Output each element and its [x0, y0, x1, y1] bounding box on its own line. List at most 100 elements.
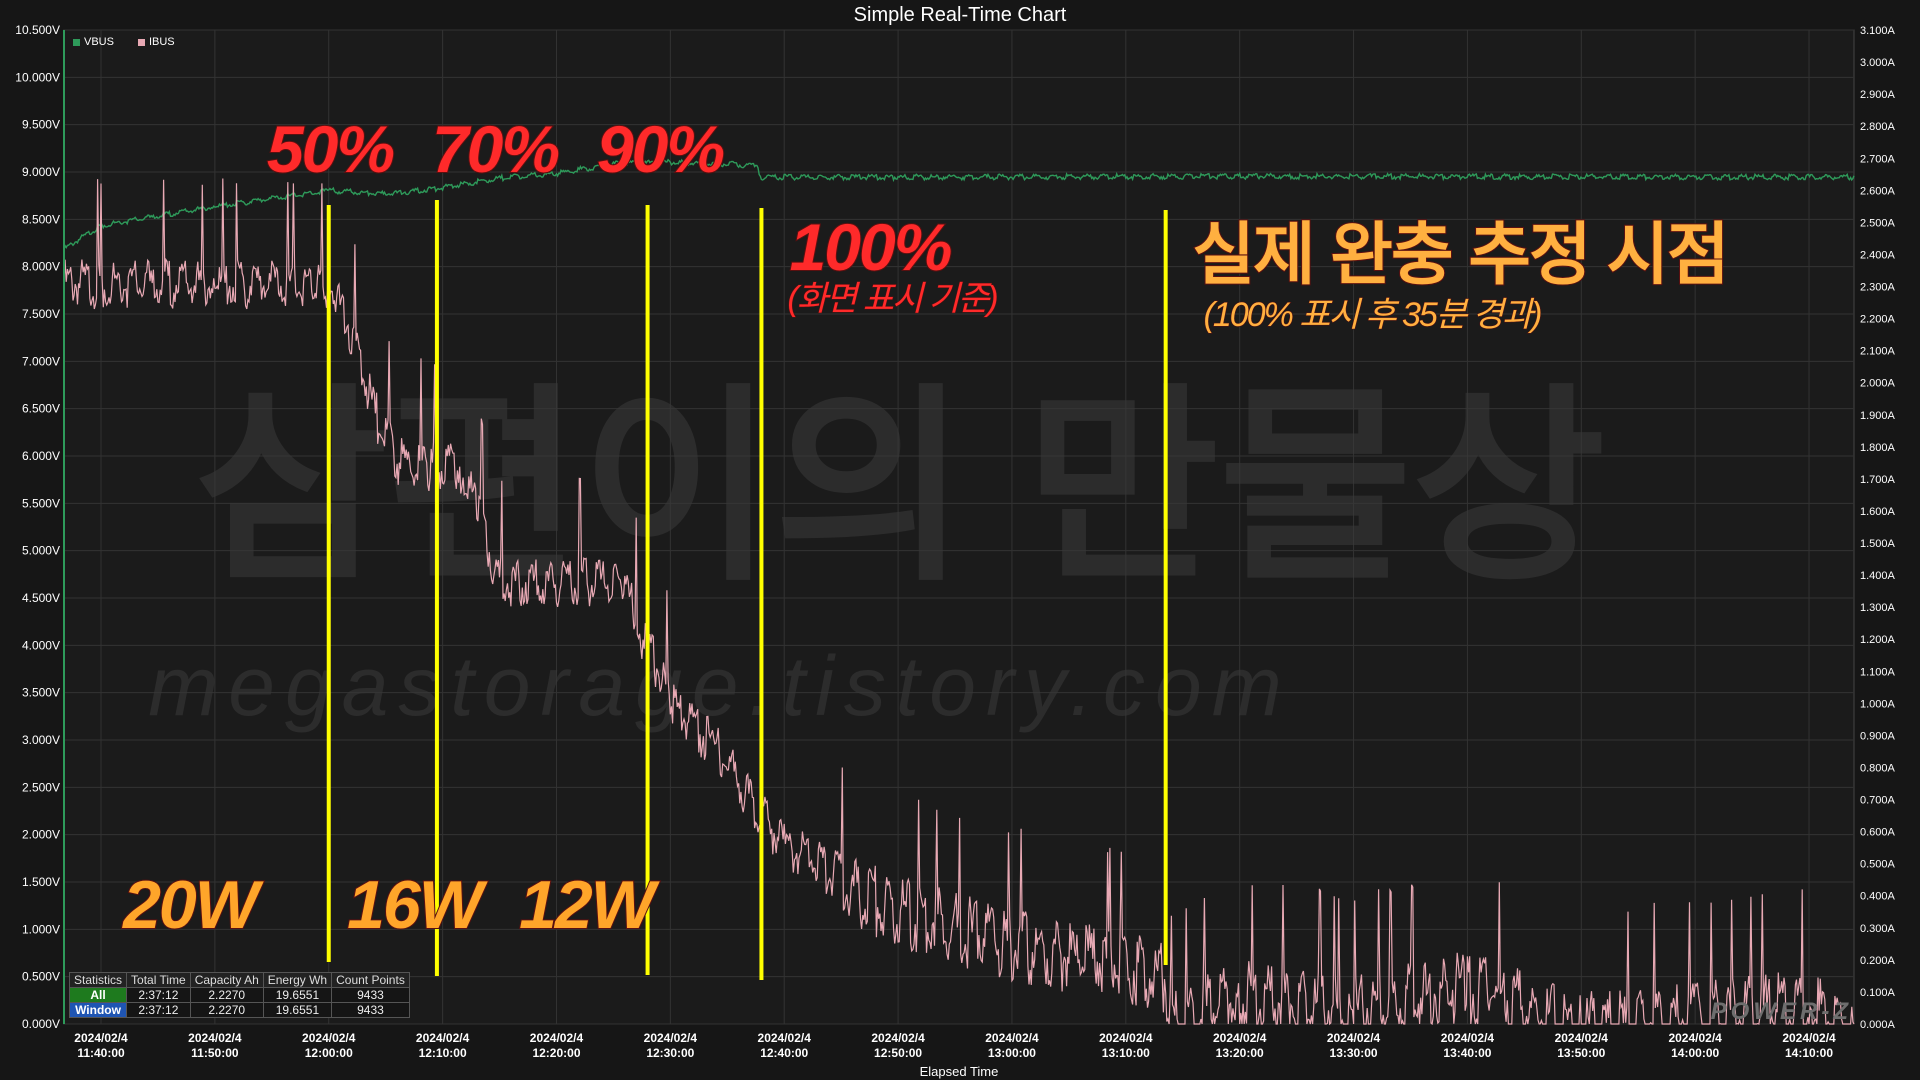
x-tick-date: 2024/02/4	[188, 1031, 242, 1045]
y-left-tick-label: 4.500V	[22, 591, 60, 605]
y-right-tick-label: 2.300A	[1860, 282, 1896, 294]
stats-cell: 19.6551	[262, 1002, 333, 1018]
annotations: 50% 70% 90% 100%(화면 표시 기준) 실제 완충 추정 시점(100% …	[120, 111, 1731, 944]
x-axis-label: Elapsed Time	[920, 1064, 999, 1079]
y-right-tick-label: 2.200A	[1860, 314, 1896, 326]
y-left-tick-label: 9.500V	[22, 118, 60, 132]
y-left-tick-label: 9.000V	[22, 165, 60, 179]
y-right-tick-label: 1.000A	[1860, 698, 1896, 710]
x-tick-date: 2024/02/4	[871, 1031, 925, 1045]
x-tick-date: 2024/02/4	[416, 1031, 470, 1045]
x-tick-time: 12:50:00	[874, 1046, 922, 1060]
y-right-tick-label: 2.000A	[1860, 378, 1896, 390]
y-right-tick-label: 0.100A	[1860, 987, 1896, 999]
x-tick-date: 2024/02/4	[1327, 1031, 1381, 1045]
y-right-tick-label: 0.600A	[1860, 827, 1896, 839]
legend-ibus: IBUS	[137, 36, 175, 48]
statistics-table: Statistics Total Time Capacity Ah Energy…	[68, 972, 410, 1018]
legend-swatch-ibus	[137, 38, 145, 46]
y-left-tick-label: 4.000V	[22, 638, 60, 652]
x-tick-time: 12:30:00	[646, 1046, 694, 1060]
y-left-tick-label: 10.500V	[15, 23, 60, 37]
y-right-tick-label: 2.900A	[1860, 89, 1896, 101]
x-tick-time: 12:40:00	[760, 1046, 808, 1060]
legend-label-vbus: VBUS	[84, 36, 114, 48]
annotation-label: 50%	[267, 112, 393, 186]
y-right-tick-label: 1.800A	[1860, 442, 1896, 454]
annotation-label: 70%	[432, 112, 558, 186]
x-tick-time: 13:10:00	[1102, 1046, 1150, 1060]
stats-cell: Window	[68, 1002, 128, 1018]
x-tick-date: 2024/02/4	[74, 1031, 128, 1045]
y-right-tick-label: 0.900A	[1860, 730, 1896, 742]
stats-row-all: All 2:37:12 2.2270 19.6551 9433	[68, 987, 410, 1003]
x-tick-date: 2024/02/4	[1099, 1031, 1153, 1045]
x-tick-time: 12:00:00	[305, 1046, 353, 1060]
x-tick-time: 13:50:00	[1557, 1046, 1605, 1060]
y-right-tick-label: 1.400A	[1860, 570, 1896, 582]
y-left-tick-label: 6.000V	[22, 449, 60, 463]
y-right-tick-label: 0.800A	[1860, 762, 1896, 774]
annotation-label: (화면 표시 기준)	[787, 280, 997, 318]
y-right-tick-label: 0.000A	[1860, 1019, 1896, 1031]
y-left-tick-label: 7.500V	[22, 307, 60, 321]
stats-cell: 2.2270	[189, 1002, 264, 1018]
legend-swatch-vbus	[73, 38, 80, 46]
y-left-tick-label: 3.000V	[22, 733, 60, 747]
y-left-tick-label: 0.000V	[22, 1017, 60, 1031]
stats-cell: All	[68, 987, 128, 1003]
y-right-tick-label: 0.700A	[1860, 795, 1896, 807]
annotation-label: 12W	[519, 867, 661, 943]
x-tick-date: 2024/02/4	[644, 1031, 698, 1045]
y-left-tick-label: 2.500V	[22, 780, 60, 794]
x-tick-time: 13:40:00	[1443, 1046, 1491, 1060]
x-tick-time: 14:00:00	[1671, 1046, 1719, 1060]
x-tick-date: 2024/02/4	[985, 1031, 1039, 1045]
stats-cell: 9433	[331, 1002, 410, 1018]
y-left-tick-label: 5.500V	[22, 496, 60, 510]
annotation-label: 20W	[121, 867, 265, 943]
y-right-tick-label: 0.400A	[1860, 891, 1896, 903]
y-left-tick-label: 8.500V	[22, 212, 60, 226]
stats-cell: 2.2270	[189, 987, 264, 1003]
axes: 0.000V 0.500V 1.000V 1.500V 2.000V 2.500V 3.00…	[15, 23, 1895, 1079]
stats-header-cell: Count Points	[331, 972, 410, 988]
stats-cell: 2:37:12	[126, 1002, 191, 1018]
y-right-tick-label: 0.300A	[1860, 923, 1896, 935]
y-left-tick-label: 8.000V	[22, 260, 60, 274]
y-right-tick-label: 3.000A	[1860, 57, 1896, 69]
watermark-url: megastorage.tistory.com	[148, 639, 1291, 733]
y-right-tick-label: 2.800A	[1860, 121, 1896, 133]
x-tick-date: 2024/02/4	[1782, 1031, 1836, 1045]
x-tick-time: 13:00:00	[988, 1046, 1036, 1060]
series-layer	[63, 158, 1855, 1026]
y-left-tick-label: 7.000V	[22, 354, 60, 368]
annotation-label: 100%	[790, 210, 951, 284]
y-right-tick-label: 2.100A	[1860, 346, 1896, 358]
y-left-tick-label: 2.000V	[22, 828, 60, 842]
x-tick-date: 2024/02/4	[758, 1031, 812, 1045]
y-right-tick-label: 1.100A	[1860, 666, 1896, 678]
stats-header-cell: Capacity Ah	[189, 972, 264, 988]
annotation-label: 실제 완충 추정 시점	[1192, 217, 1727, 293]
legend-vbus: VBUS	[73, 36, 114, 48]
y-left-tick-label: 0.500V	[22, 970, 60, 984]
stats-cell: 19.6551	[262, 987, 333, 1003]
stats-row-window: Window 2:37:12 2.2270 19.6551 9433	[68, 1002, 410, 1018]
x-tick-time: 13:30:00	[1330, 1046, 1378, 1060]
y-right-tick-label: 2.600A	[1860, 185, 1896, 197]
annotation-label: 90%	[597, 112, 723, 186]
y-left-tick-label: 6.500V	[22, 402, 60, 416]
y-left-tick-label: 3.500V	[22, 686, 60, 700]
x-tick-date: 2024/02/4	[530, 1031, 584, 1045]
stats-header-cell: Statistics	[68, 972, 128, 988]
y-right-tick-label: 0.500A	[1860, 859, 1896, 871]
x-tick-time: 14:10:00	[1785, 1046, 1833, 1060]
watermark-korean: 삼편이의 만물상	[195, 370, 1606, 605]
x-tick-time: 11:40:00	[77, 1046, 125, 1060]
x-tick-time: 11:50:00	[191, 1046, 239, 1060]
stats-header-cell: Total Time	[126, 972, 191, 988]
x-tick-time: 12:20:00	[532, 1046, 580, 1060]
legend-label-ibus: IBUS	[148, 36, 175, 48]
